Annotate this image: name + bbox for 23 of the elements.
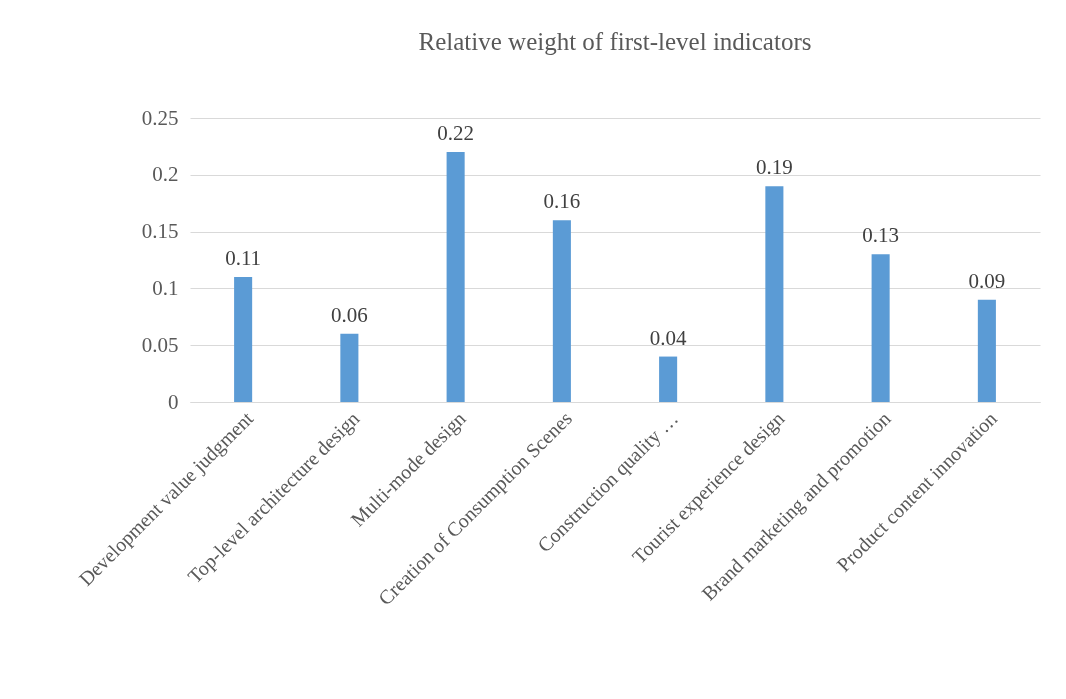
data-label: 0.04 (649, 325, 687, 350)
data-label: 0.09 (968, 268, 1006, 293)
chart-title: Relative weight of first-level indicators (418, 28, 812, 55)
bar (446, 152, 465, 402)
bar (234, 277, 253, 402)
bar (765, 186, 784, 402)
y-tick-label: 0.2 (152, 162, 179, 187)
bar (659, 356, 678, 402)
data-label: 0.06 (331, 302, 368, 327)
bar (552, 220, 571, 402)
data-label: 0.16 (543, 189, 581, 214)
y-tick-label: 0.05 (141, 332, 179, 357)
y-tick-label: 0.15 (141, 219, 179, 244)
data-label: 0.13 (862, 223, 899, 248)
data-label: 0.19 (756, 155, 793, 180)
y-tick-label: 0.1 (152, 275, 179, 300)
y-tick-label: 0.25 (141, 105, 179, 130)
y-tick-label: 0 (168, 389, 179, 414)
data-label: 0.22 (437, 121, 474, 146)
bar (871, 254, 890, 402)
bar (340, 333, 359, 402)
bar (977, 299, 996, 402)
data-label: 0.11 (225, 246, 262, 271)
